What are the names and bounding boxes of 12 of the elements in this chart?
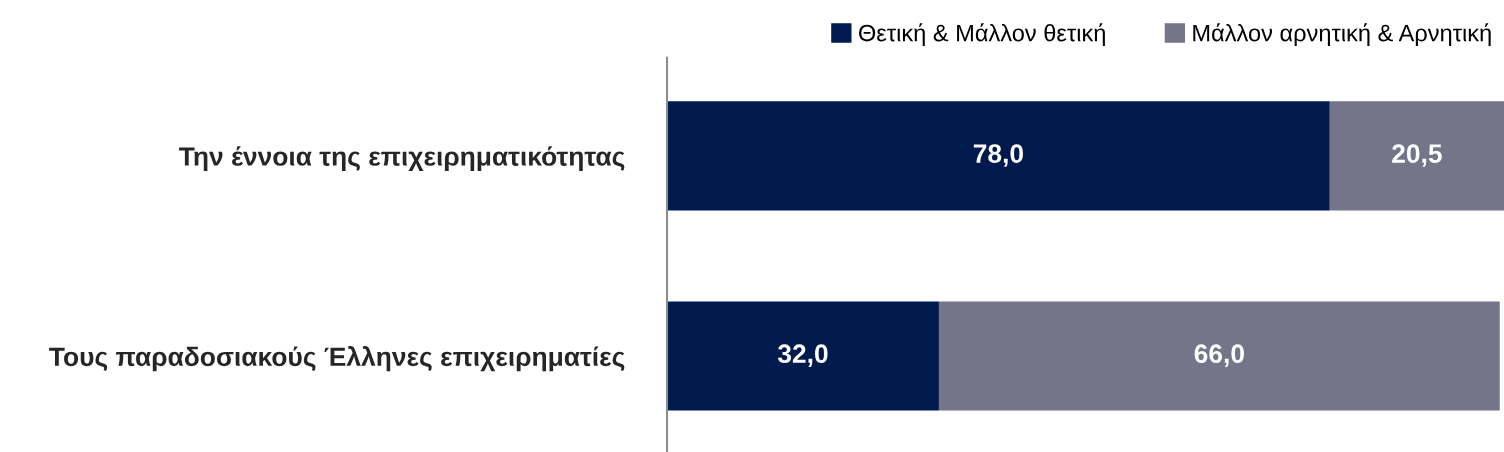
bar [1329,101,1504,211]
y-tick-label: Την έννοια της επιχειρηματικότητας [179,146,625,172]
data-label: 20,5 [1392,144,1442,167]
y-tick-label: Τους παραδοσιακούς Έλληνες επιχειρηματίες [49,346,625,372]
data-label: 32,0 [777,344,828,367]
data-label: 78,0 [973,144,1024,167]
data-label: 66,0 [1194,344,1244,367]
legend-label: Μάλλον αρνητική & Αρνητική [1193,23,1491,47]
bar [667,301,939,411]
bar [667,101,1330,211]
bar [938,301,1500,411]
legend-label: Θετική & Μάλλον θετική [859,23,1105,47]
